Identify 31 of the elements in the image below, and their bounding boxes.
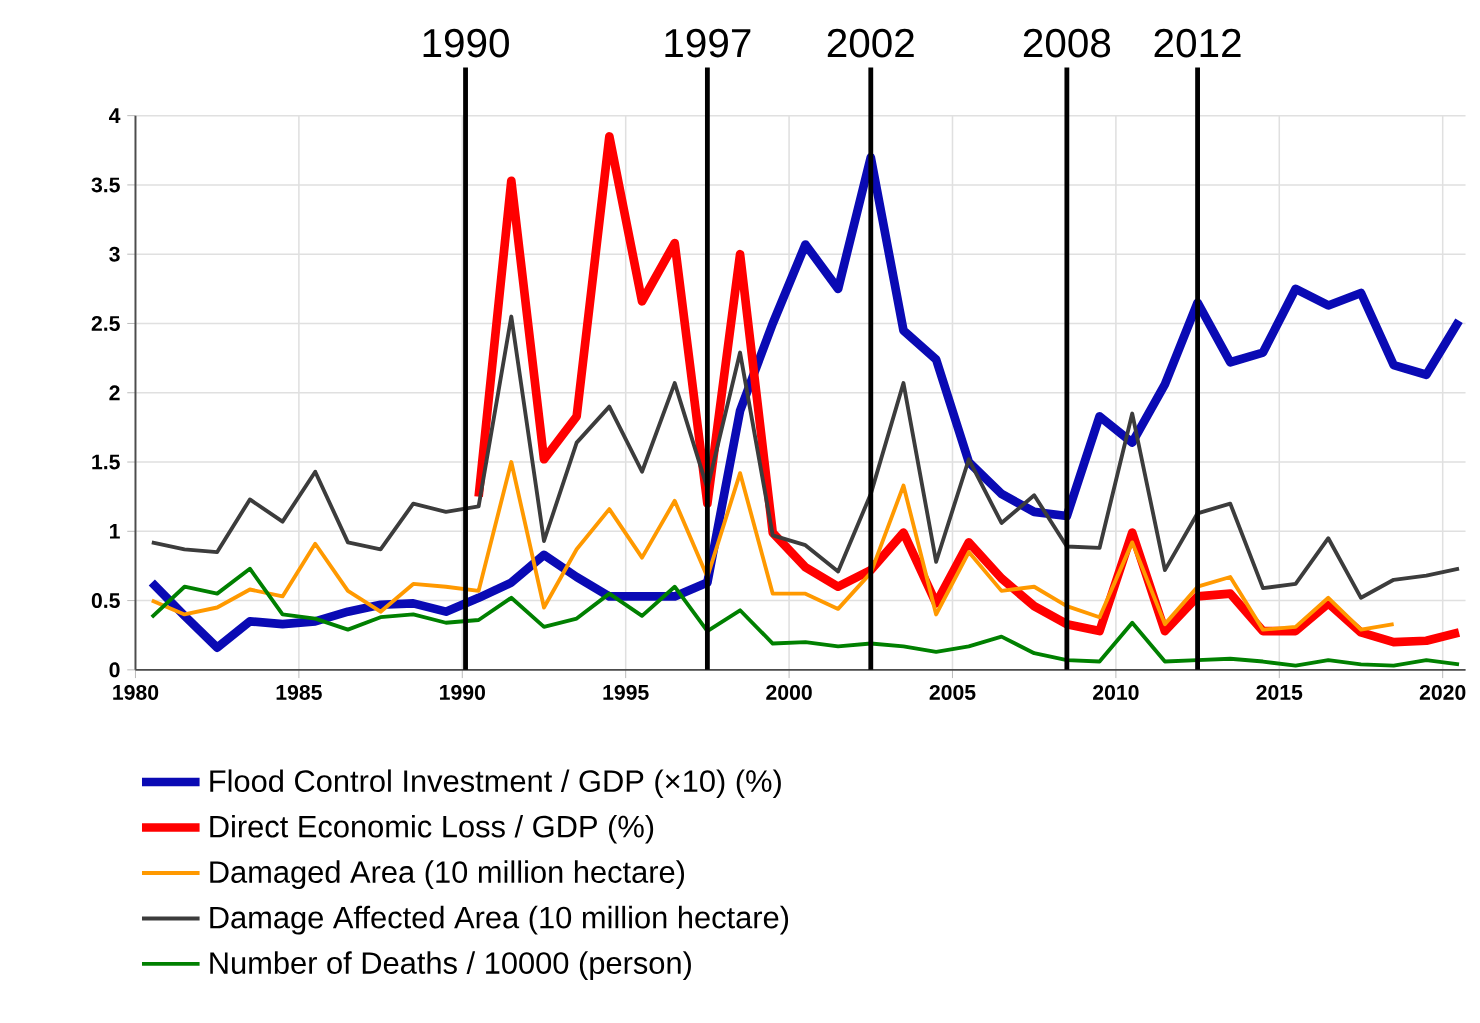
- x-tick-label: 1990: [440, 685, 485, 701]
- x-tick-label: 2020: [1419, 685, 1466, 701]
- x-tick-label: 2010: [1093, 685, 1139, 701]
- y-tick-label: 0.5: [91, 593, 120, 609]
- x-tick-label: 2015: [1256, 685, 1303, 701]
- ref-line-label: 1990: [423, 28, 509, 58]
- line-series: [149, 460, 1396, 632]
- y-tick-label: 2.5: [91, 316, 120, 332]
- legend-label: Number of Deaths / 10000 (person): [210, 951, 691, 981]
- line-series: [149, 566, 1461, 668]
- legend-label: Damaged Area (10 million hectare): [210, 860, 685, 890]
- y-tick-label: 4: [109, 108, 121, 124]
- legend-label: Damage Affected Area (10 million hectare): [210, 906, 789, 935]
- line-series: [149, 314, 1461, 600]
- ref-line-label: 2002: [827, 28, 914, 58]
- ref-line-label: 1997: [665, 28, 751, 58]
- y-tick-label: 1: [110, 524, 120, 539]
- ref-line-label: 2008: [1023, 28, 1111, 58]
- x-tick-label: 1995: [603, 685, 649, 701]
- y-tick-label: 2: [109, 385, 120, 401]
- y-tick-label: 1.5: [92, 454, 120, 470]
- x-tick-label: 1980: [113, 685, 159, 701]
- x-tick-label: 2000: [766, 685, 812, 701]
- y-tick-label: 3: [109, 246, 120, 262]
- x-tick-label: 1985: [276, 685, 322, 701]
- y-tick-label: 0: [109, 662, 120, 678]
- x-tick-label: 2005: [929, 685, 976, 701]
- legend-label: Direct Economic Loss / GDP (%): [210, 815, 654, 844]
- y-tick-label: 3.5: [91, 177, 120, 193]
- ref-line-label: 2012: [1154, 28, 1241, 58]
- legend-label: Flood Control Investment / GDP (×10) (%): [210, 769, 781, 799]
